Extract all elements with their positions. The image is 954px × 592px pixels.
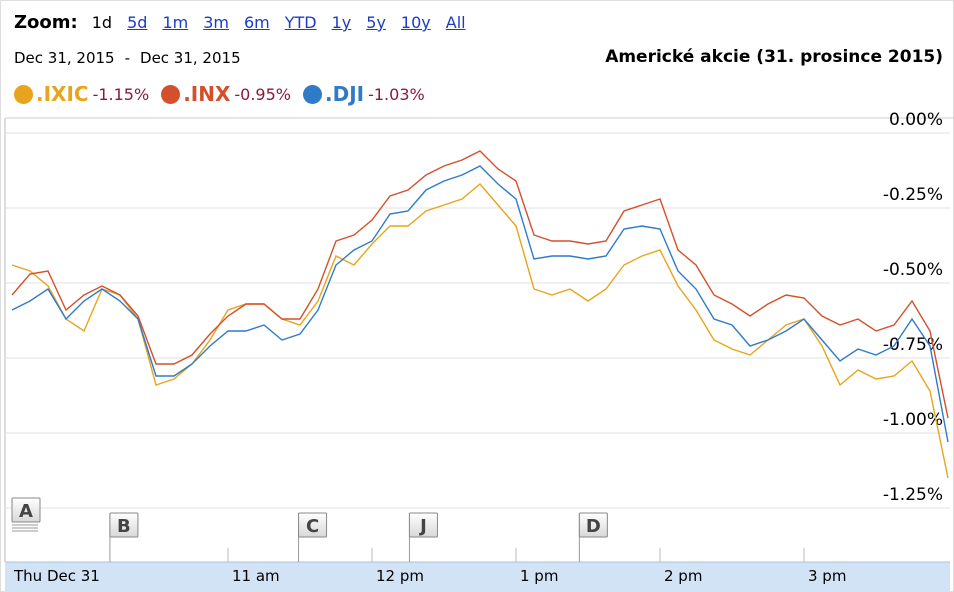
annotation-flag [578,512,608,538]
annotation-label: A [19,501,33,522]
zoom-bar: Zoom: 1d 5d 1m 3m 6m YTD 1y 5y 10y All [14,12,481,33]
series-line [11,183,949,479]
range-separator: - [124,49,131,67]
annotation-label: J [418,516,427,537]
legend: .IXIC -1.15% .INX -0.95% .DJI -1.03% [14,82,437,106]
y-tick-label: -0.25% [883,185,943,205]
legend-name: .INX [183,82,231,106]
y-tick-label: -0.50% [883,260,943,280]
annotation-flag [109,512,139,538]
x-tick-label: 2 pm [664,567,702,585]
chart-title: Americké akcie (31. prosince 2015) [605,47,943,67]
legend-dot [303,84,322,104]
zoom-option[interactable]: 5y [366,13,386,32]
legend-item[interactable]: .IXIC -1.15% [14,82,149,106]
legend-change: -1.15% [92,84,150,104]
zoom-option[interactable]: 6m [243,13,270,32]
y-tick-label: -1.00% [883,410,943,430]
annotation-flag [11,497,41,523]
zoom-option[interactable]: 1y [331,13,352,32]
legend-item[interactable]: .INX -0.95% [161,82,291,106]
zoom-option: 1d [91,13,113,32]
legend-item[interactable]: .DJI -1.03% [303,82,425,106]
annotation-flag [408,512,438,538]
x-tick-label: 1 pm [520,567,558,585]
legend-change: -1.03% [368,84,425,104]
date-range: Dec 31, 2015- Dec 31, 2015 [14,49,251,67]
x-tick-label: 11 am [232,567,280,585]
zoom-option[interactable]: 1m [162,13,189,32]
zoom-option[interactable]: All [445,13,466,32]
annotation-label: D [586,516,601,537]
legend-name: .DJI [325,82,365,106]
x-axis-bar [5,562,950,592]
range-start: Dec 31, 2015 [14,49,115,67]
x-tick-label: 3 pm [808,567,846,585]
y-tick-label: -1.25% [883,485,943,505]
zoom-option[interactable]: YTD [284,13,317,32]
zoom-option[interactable]: 5d [127,13,148,32]
legend-dot [161,84,181,104]
zoom-label: Zoom: [14,12,78,33]
series-line [11,150,949,419]
y-tick-label: 0.00% [889,110,943,130]
annotation-label: C [306,516,319,537]
x-tick-label: 12 pm [376,567,424,585]
zoom-option[interactable]: 3m [203,13,229,32]
legend-change: -0.95% [234,84,291,104]
series-line [11,165,949,443]
range-end: Dec 31, 2015 [140,49,241,67]
zoom-option[interactable]: 10y [400,13,431,32]
annotation-flag [298,512,328,538]
x-tick-label: Thu Dec 31 [13,567,100,585]
annotation-label: B [117,516,131,537]
legend-dot [14,84,33,104]
legend-name: .IXIC [36,82,89,106]
